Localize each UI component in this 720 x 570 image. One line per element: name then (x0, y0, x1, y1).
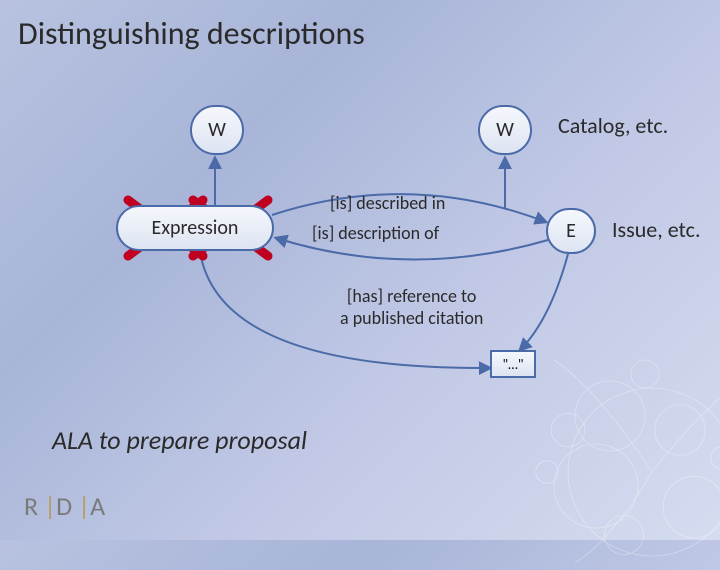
logo-r: R (24, 490, 44, 522)
logo-d: D (56, 490, 78, 522)
node-w2: W (478, 105, 532, 155)
logo-sep2: | (78, 490, 90, 522)
quote-node: "…" (490, 350, 536, 378)
logo-a: A (90, 490, 111, 522)
slide-heading: Distinguishing descriptions (18, 14, 365, 53)
label-reference-line1: [has] reference to (347, 285, 477, 307)
label-catalog: Catalog, etc. (558, 112, 668, 139)
node-expression-label: Expression (152, 216, 239, 240)
node-expression: Expression (116, 205, 274, 251)
node-e-label: E (566, 219, 576, 243)
fractal-decoration (470, 290, 720, 570)
quote-node-label: "…" (503, 356, 524, 373)
node-e: E (546, 208, 596, 254)
label-description-of: [is] description of (312, 222, 439, 244)
label-reference-line2: a published citation (340, 307, 483, 329)
footer-note: ALA to prepare proposal (52, 424, 307, 456)
label-reference-to: [has] reference to a published citation (340, 286, 483, 329)
logo-sep1: | (44, 490, 56, 522)
node-w2-label: W (496, 118, 514, 142)
rda-logo: R|D|A (24, 490, 111, 522)
label-described-in: [is] described in (330, 192, 445, 214)
node-w1-label: W (208, 118, 226, 142)
label-issue: Issue, etc. (612, 216, 701, 243)
node-w1: W (190, 105, 244, 155)
